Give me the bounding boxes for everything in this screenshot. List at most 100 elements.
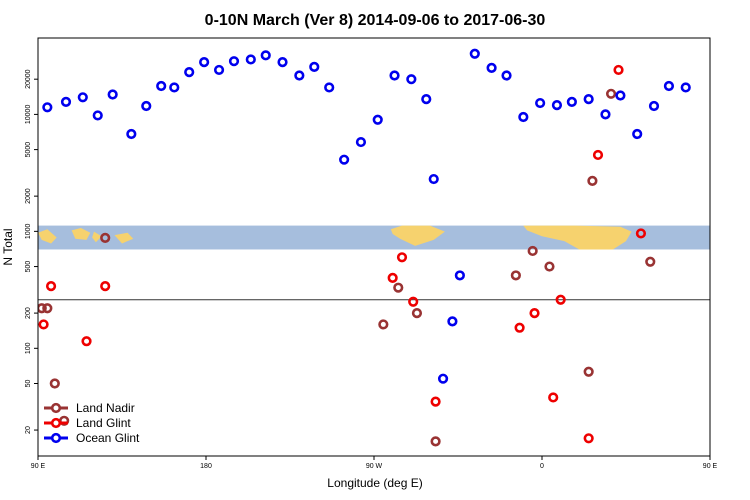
land-glint-point: [529, 307, 540, 319]
land-sumatra: [38, 229, 57, 244]
land-nadir-point: [100, 232, 111, 243]
land-nadir-point: [583, 366, 594, 377]
land-glint-point: [635, 228, 647, 239]
ocean-glint-point: [454, 270, 465, 281]
points-layer: [38, 48, 691, 447]
ocean-glint-point: [42, 102, 53, 113]
land-nadir-point: [605, 88, 617, 99]
ocean-glint-point: [156, 80, 167, 92]
ocean-glint-point: [141, 100, 152, 112]
ocean-glint-point: [107, 89, 118, 100]
ocean-glint-point: [469, 48, 480, 59]
ocean-glint-point: [260, 50, 271, 61]
land-glint-point: [613, 64, 624, 76]
ocean-glint-point: [535, 97, 546, 109]
land-glint-point: [38, 319, 49, 330]
land-nadir-point: [49, 378, 60, 389]
y-tick-label: 200: [25, 307, 32, 319]
land-nadir-point: [378, 319, 389, 330]
y-tick-label: 1000: [25, 223, 32, 239]
land-new-guinea: [114, 232, 134, 244]
x-axis-label: Longitude (deg E): [327, 476, 422, 490]
land-nadir-point: [393, 282, 404, 293]
y-axis: 20 50 100 200 500 1000 2000 5000 10000 20000: [25, 69, 38, 434]
ocean-glint-point: [339, 154, 350, 165]
ocean-glint-point: [680, 82, 691, 93]
x-axis: 90 E 180 90 W 0 90 E: [31, 456, 718, 470]
ocean-glint-point: [309, 61, 320, 72]
ocean-glint-point: [428, 173, 439, 185]
ocean-glint-point: [648, 100, 660, 112]
land-glint-point: [81, 336, 92, 347]
ocean-glint-point: [92, 110, 103, 121]
ocean-glint-point: [501, 70, 512, 81]
ocean-glint-point: [421, 94, 432, 105]
x-tick-label: 90 W: [366, 463, 383, 470]
ocean-glint-point: [184, 66, 195, 78]
y-tick-label: 20000: [25, 69, 32, 89]
land-glint-point: [100, 281, 111, 292]
ocean-glint-point: [355, 136, 367, 148]
ocean-glint-point: [389, 70, 400, 81]
legend-marker-land-nadir: [50, 402, 62, 414]
ocean-glint-point: [294, 70, 305, 81]
ocean-glint-point: [213, 64, 225, 76]
y-tick-label: 5000: [25, 142, 32, 158]
ocean-glint-point: [615, 90, 626, 101]
land-glint-point: [548, 392, 559, 403]
ocean-glint-point: [60, 96, 72, 107]
ocean-glint-point: [126, 128, 137, 140]
land-glint-point: [45, 281, 57, 292]
ocean-glint-point: [277, 56, 288, 68]
legend-label-land-nadir: Land Nadir: [76, 401, 135, 415]
y-axis-label: N Total: [1, 228, 15, 265]
land-nadir-point: [42, 303, 53, 314]
ocean-glint-point: [663, 80, 675, 92]
y-tick-label: 100: [25, 342, 32, 354]
land-africa: [523, 225, 632, 250]
legend-marker-land-glint: [50, 417, 62, 429]
land-glint-point: [583, 433, 594, 444]
ocean-glint-point: [486, 62, 497, 73]
x-tick-label: 0: [540, 463, 544, 470]
ocean-glint-point: [566, 96, 577, 107]
land-nadir-point: [510, 270, 521, 281]
ocean-glint-point: [77, 92, 88, 103]
x-tick-label: 180: [200, 463, 212, 470]
land-nadir-point: [587, 175, 598, 187]
ocean-glint-point: [324, 82, 335, 93]
y-tick-label: 20: [25, 426, 32, 434]
land-glint-point: [396, 252, 408, 263]
y-tick-label: 2000: [25, 188, 32, 204]
land-glint-point: [408, 296, 419, 307]
land-nadir-point: [527, 245, 538, 257]
land-nadir-point: [645, 256, 656, 267]
ocean-glint-point: [406, 74, 417, 85]
land-glint-point: [555, 294, 566, 305]
land-south-america: [390, 225, 445, 246]
land-sulawesi: [92, 231, 102, 243]
ocean-glint-point: [245, 54, 256, 65]
ocean-glint-point: [169, 82, 180, 93]
ocean-glint-point: [632, 128, 643, 140]
land-nadir-point: [411, 307, 423, 319]
map-land: [38, 225, 632, 250]
land-glint-point: [387, 272, 398, 283]
ocean-glint-point: [600, 109, 611, 120]
land-nadir-point: [38, 303, 47, 314]
y-tick-label: 10000: [25, 105, 32, 125]
land-nadir-point: [430, 436, 441, 447]
land-glint-point: [592, 149, 604, 161]
land-glint-point: [430, 396, 441, 407]
y-tick-label: 50: [25, 380, 32, 388]
y-tick-label: 500: [25, 261, 32, 273]
x-tick-label: 90 E: [703, 463, 718, 470]
map-strip: [38, 225, 710, 250]
ocean-glint-point: [518, 111, 529, 123]
legend-label-land-glint: Land Glint: [76, 416, 131, 430]
ocean-glint-point: [372, 114, 383, 125]
ocean-glint-point: [437, 373, 449, 384]
